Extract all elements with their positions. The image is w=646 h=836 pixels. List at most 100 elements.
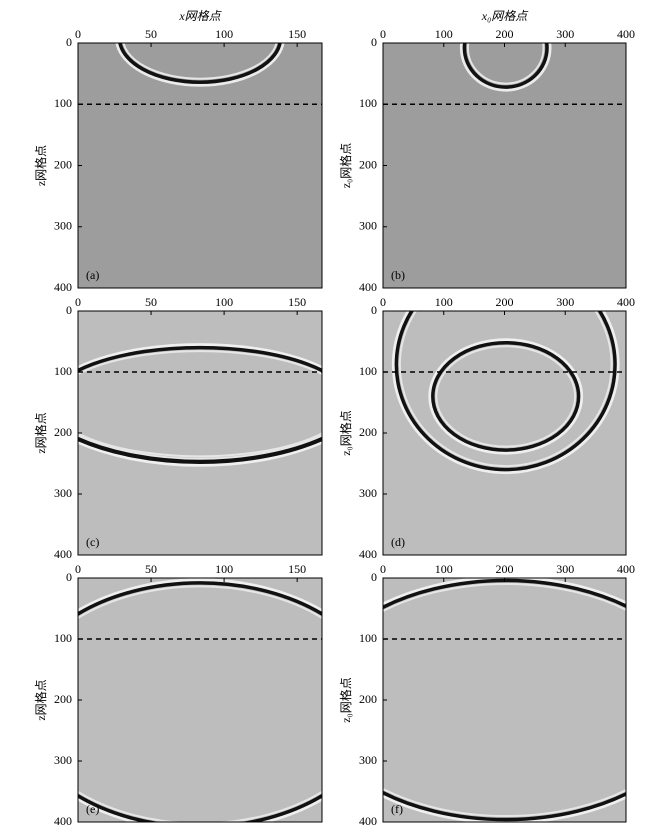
x-axis-label: x₀网格点	[481, 9, 529, 23]
y-tick-label: 400	[54, 280, 72, 294]
y-tick-label: 200	[359, 425, 377, 439]
y-tick-label: 400	[359, 547, 377, 561]
y-tick-label: 200	[359, 692, 377, 706]
y-axis-label: z₀网格点	[338, 410, 353, 456]
wavefront-light	[428, 338, 584, 455]
x-tick-label: 0	[75, 562, 81, 576]
x-tick-label: 400	[617, 295, 635, 309]
wavefront-dark	[383, 578, 626, 822]
x-tick-label: 300	[556, 562, 574, 576]
x-tick-label: 100	[435, 562, 453, 576]
wavefront-inner	[78, 350, 322, 458]
panel-background	[383, 578, 626, 822]
y-axis-label: z₀网格点	[338, 677, 353, 723]
wavefield	[115, 43, 285, 87]
wavefront-dark	[78, 437, 322, 465]
y-tick-label: 400	[359, 814, 377, 828]
y-tick-label: 0	[66, 303, 72, 317]
y-tick-label: 0	[371, 35, 377, 49]
y-tick-label: 100	[359, 96, 377, 110]
wavefront-dark	[394, 311, 617, 472]
y-tick-label: 100	[359, 364, 377, 378]
x-tick-label: 200	[496, 295, 514, 309]
panel-label: (e)	[86, 802, 99, 816]
wavefront-dark	[118, 43, 282, 84]
panel-label: (c)	[86, 535, 99, 549]
x-axis-label: x网格点	[178, 9, 222, 23]
wavefront-inner	[122, 43, 278, 80]
x-tick-label: 400	[617, 27, 635, 41]
y-tick-label: 300	[359, 486, 377, 500]
x-tick-label: 300	[556, 295, 574, 309]
y-tick-label: 300	[359, 753, 377, 767]
x-tick-label: 0	[380, 295, 386, 309]
y-tick-label: 0	[371, 303, 377, 317]
wavefront-light	[115, 43, 285, 87]
panel-background	[78, 43, 322, 288]
x-tick-label: 0	[75, 295, 81, 309]
panel-label: (a)	[86, 268, 99, 282]
y-axis-label: z网格点	[33, 145, 48, 186]
x-tick-label: 150	[288, 27, 306, 41]
x-tick-label: 400	[617, 562, 635, 576]
y-tick-label: 300	[54, 486, 72, 500]
x-tick-label: 100	[435, 295, 453, 309]
wavefront-inner	[466, 43, 545, 85]
y-tick-label: 0	[371, 570, 377, 584]
wavefront-inner	[383, 582, 626, 818]
y-tick-label: 300	[359, 219, 377, 233]
x-tick-label: 300	[556, 27, 574, 41]
x-tick-label: 50	[145, 562, 157, 576]
y-tick-label: 100	[54, 631, 72, 645]
y-axis-label: z网格点	[33, 679, 48, 720]
x-tick-label: 100	[215, 295, 233, 309]
x-tick-label: 150	[288, 562, 306, 576]
y-tick-label: 100	[54, 96, 72, 110]
x-tick-label: 100	[215, 562, 233, 576]
x-tick-label: 100	[435, 27, 453, 41]
x-tick-label: 50	[145, 295, 157, 309]
y-axis-label: z网格点	[33, 412, 48, 453]
x-tick-label: 0	[75, 27, 81, 41]
wavefield	[78, 578, 322, 822]
x-tick-label: 200	[496, 562, 514, 576]
x-tick-label: 150	[288, 295, 306, 309]
wavefront-light	[459, 43, 552, 92]
wavefront-light	[391, 311, 620, 475]
y-tick-label: 300	[54, 219, 72, 233]
wavefront-light	[78, 578, 322, 822]
y-tick-label: 200	[359, 157, 377, 171]
y-tick-label: 400	[54, 814, 72, 828]
x-tick-label: 200	[496, 27, 514, 41]
wavefront-inner	[435, 345, 577, 448]
panel-label: (f)	[391, 802, 403, 816]
x-tick-label: 0	[380, 27, 386, 41]
x-tick-label: 50	[145, 27, 157, 41]
x-tick-label: 100	[215, 27, 233, 41]
panel-label: (d)	[391, 535, 405, 549]
y-axis-label: z₀网格点	[338, 143, 353, 189]
y-tick-label: 100	[54, 364, 72, 378]
panel-label: (b)	[391, 268, 405, 282]
wavefield	[391, 311, 620, 475]
y-tick-label: 0	[66, 35, 72, 49]
wavefront-dark	[462, 43, 549, 89]
wavefield	[383, 578, 626, 822]
wavefront-light	[78, 440, 322, 467]
wavefront-inner	[78, 434, 322, 460]
y-tick-label: 300	[54, 753, 72, 767]
wavefield	[459, 43, 552, 92]
y-tick-label: 200	[54, 425, 72, 439]
wavefront-inner	[78, 585, 322, 822]
y-tick-label: 200	[54, 692, 72, 706]
wavefront-inner	[398, 311, 613, 468]
x-tick-label: 0	[380, 562, 386, 576]
wavefront-dark	[78, 581, 322, 822]
panel-background	[383, 43, 626, 288]
y-tick-label: 100	[359, 631, 377, 645]
y-tick-label: 200	[54, 157, 72, 171]
y-tick-label: 400	[359, 280, 377, 294]
y-tick-label: 400	[54, 547, 72, 561]
panel-background	[78, 578, 322, 822]
